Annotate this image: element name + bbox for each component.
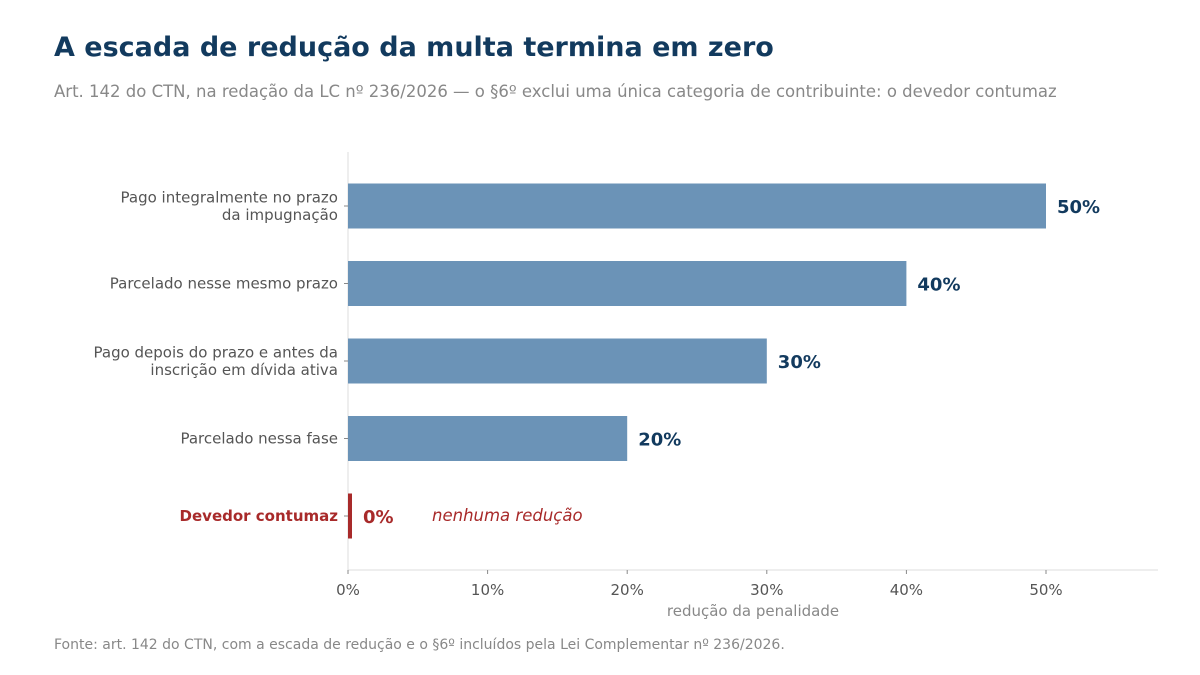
chart-title: A escada de redução da multa termina em …: [54, 32, 774, 63]
value-label: 30%: [778, 352, 821, 373]
x-tick-label: 20%: [611, 581, 644, 599]
chart-subtitle: Art. 142 do CTN, na redação da LC nº 236…: [54, 82, 1057, 101]
source-note: Fonte: art. 142 do CTN, com a escada de …: [54, 637, 785, 653]
annotation-label: nenhuma redução: [432, 506, 583, 525]
bar: [348, 338, 767, 384]
x-tick-label: 40%: [890, 581, 923, 599]
bar: [348, 416, 628, 461]
value-label: 0%: [363, 507, 394, 528]
category-label: Pago integralmente no prazo da impugnação: [121, 188, 338, 224]
bar: [348, 261, 907, 306]
value-label: 40%: [917, 275, 960, 296]
category-label: Devedor contumaz: [180, 507, 339, 525]
category-label: Parcelado nessa fase: [180, 430, 338, 448]
value-label: 50%: [1057, 197, 1100, 218]
x-tick-label: 10%: [471, 581, 504, 599]
category-label: Pago depois do prazo e antes da inscrição…: [94, 343, 339, 379]
bar-highlight: [348, 493, 352, 539]
x-tick-label: 0%: [336, 581, 360, 599]
value-label: 20%: [638, 430, 681, 451]
category-label: Parcelado nesse mesmo prazo: [110, 275, 338, 293]
bar: [348, 183, 1046, 229]
x-tick-label: 30%: [750, 581, 783, 599]
x-tick-label: 50%: [1029, 581, 1062, 599]
x-axis-label: redução da penalidade: [667, 602, 839, 620]
